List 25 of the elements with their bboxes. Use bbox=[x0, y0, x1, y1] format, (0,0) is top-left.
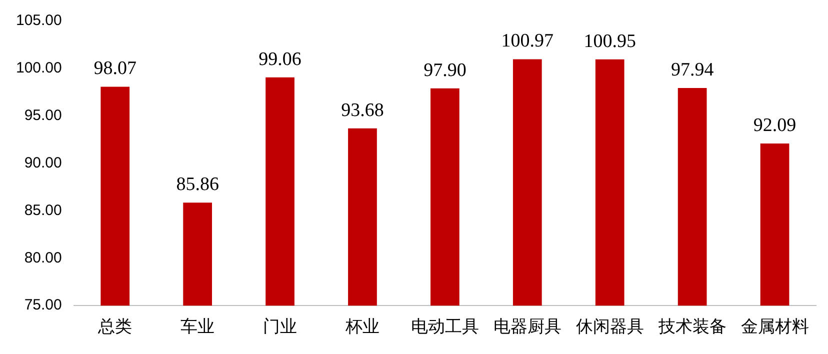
x-tick-label: 休闲器具 bbox=[576, 317, 644, 338]
x-tick-label: 金属材料 bbox=[740, 317, 809, 338]
y-tick-label: 75.00 bbox=[24, 296, 62, 314]
data-label: 100.95 bbox=[584, 30, 636, 52]
x-tick-label: 杯业 bbox=[344, 317, 380, 338]
data-label: 85.86 bbox=[176, 174, 219, 196]
x-tick-label: 电动工具 bbox=[410, 317, 479, 338]
data-label: 100.97 bbox=[501, 30, 554, 52]
y-tick-label: 90.00 bbox=[24, 154, 62, 172]
x-tick-label: 门业 bbox=[263, 317, 298, 338]
data-label: 97.90 bbox=[424, 60, 466, 81]
x-tick-label: 技术装备 bbox=[657, 317, 726, 338]
y-tick-label: 85.00 bbox=[24, 202, 62, 219]
data-label: 98.07 bbox=[94, 58, 136, 80]
x-tick-label: 电器厨具 bbox=[493, 317, 562, 338]
data-label: 99.06 bbox=[258, 48, 302, 70]
y-tick-label: 105.00 bbox=[16, 12, 62, 30]
y-tick-label: 100.00 bbox=[16, 60, 62, 77]
x-tick-label: 总类 bbox=[97, 317, 132, 338]
x-tick-label: 车业 bbox=[180, 317, 215, 338]
y-tick-label: 95.00 bbox=[24, 107, 62, 124]
data-label: 97.94 bbox=[670, 59, 714, 80]
data-label: 93.68 bbox=[341, 100, 384, 121]
data-label: 92.09 bbox=[753, 114, 796, 136]
y-tick-label: 80.00 bbox=[24, 249, 62, 266]
